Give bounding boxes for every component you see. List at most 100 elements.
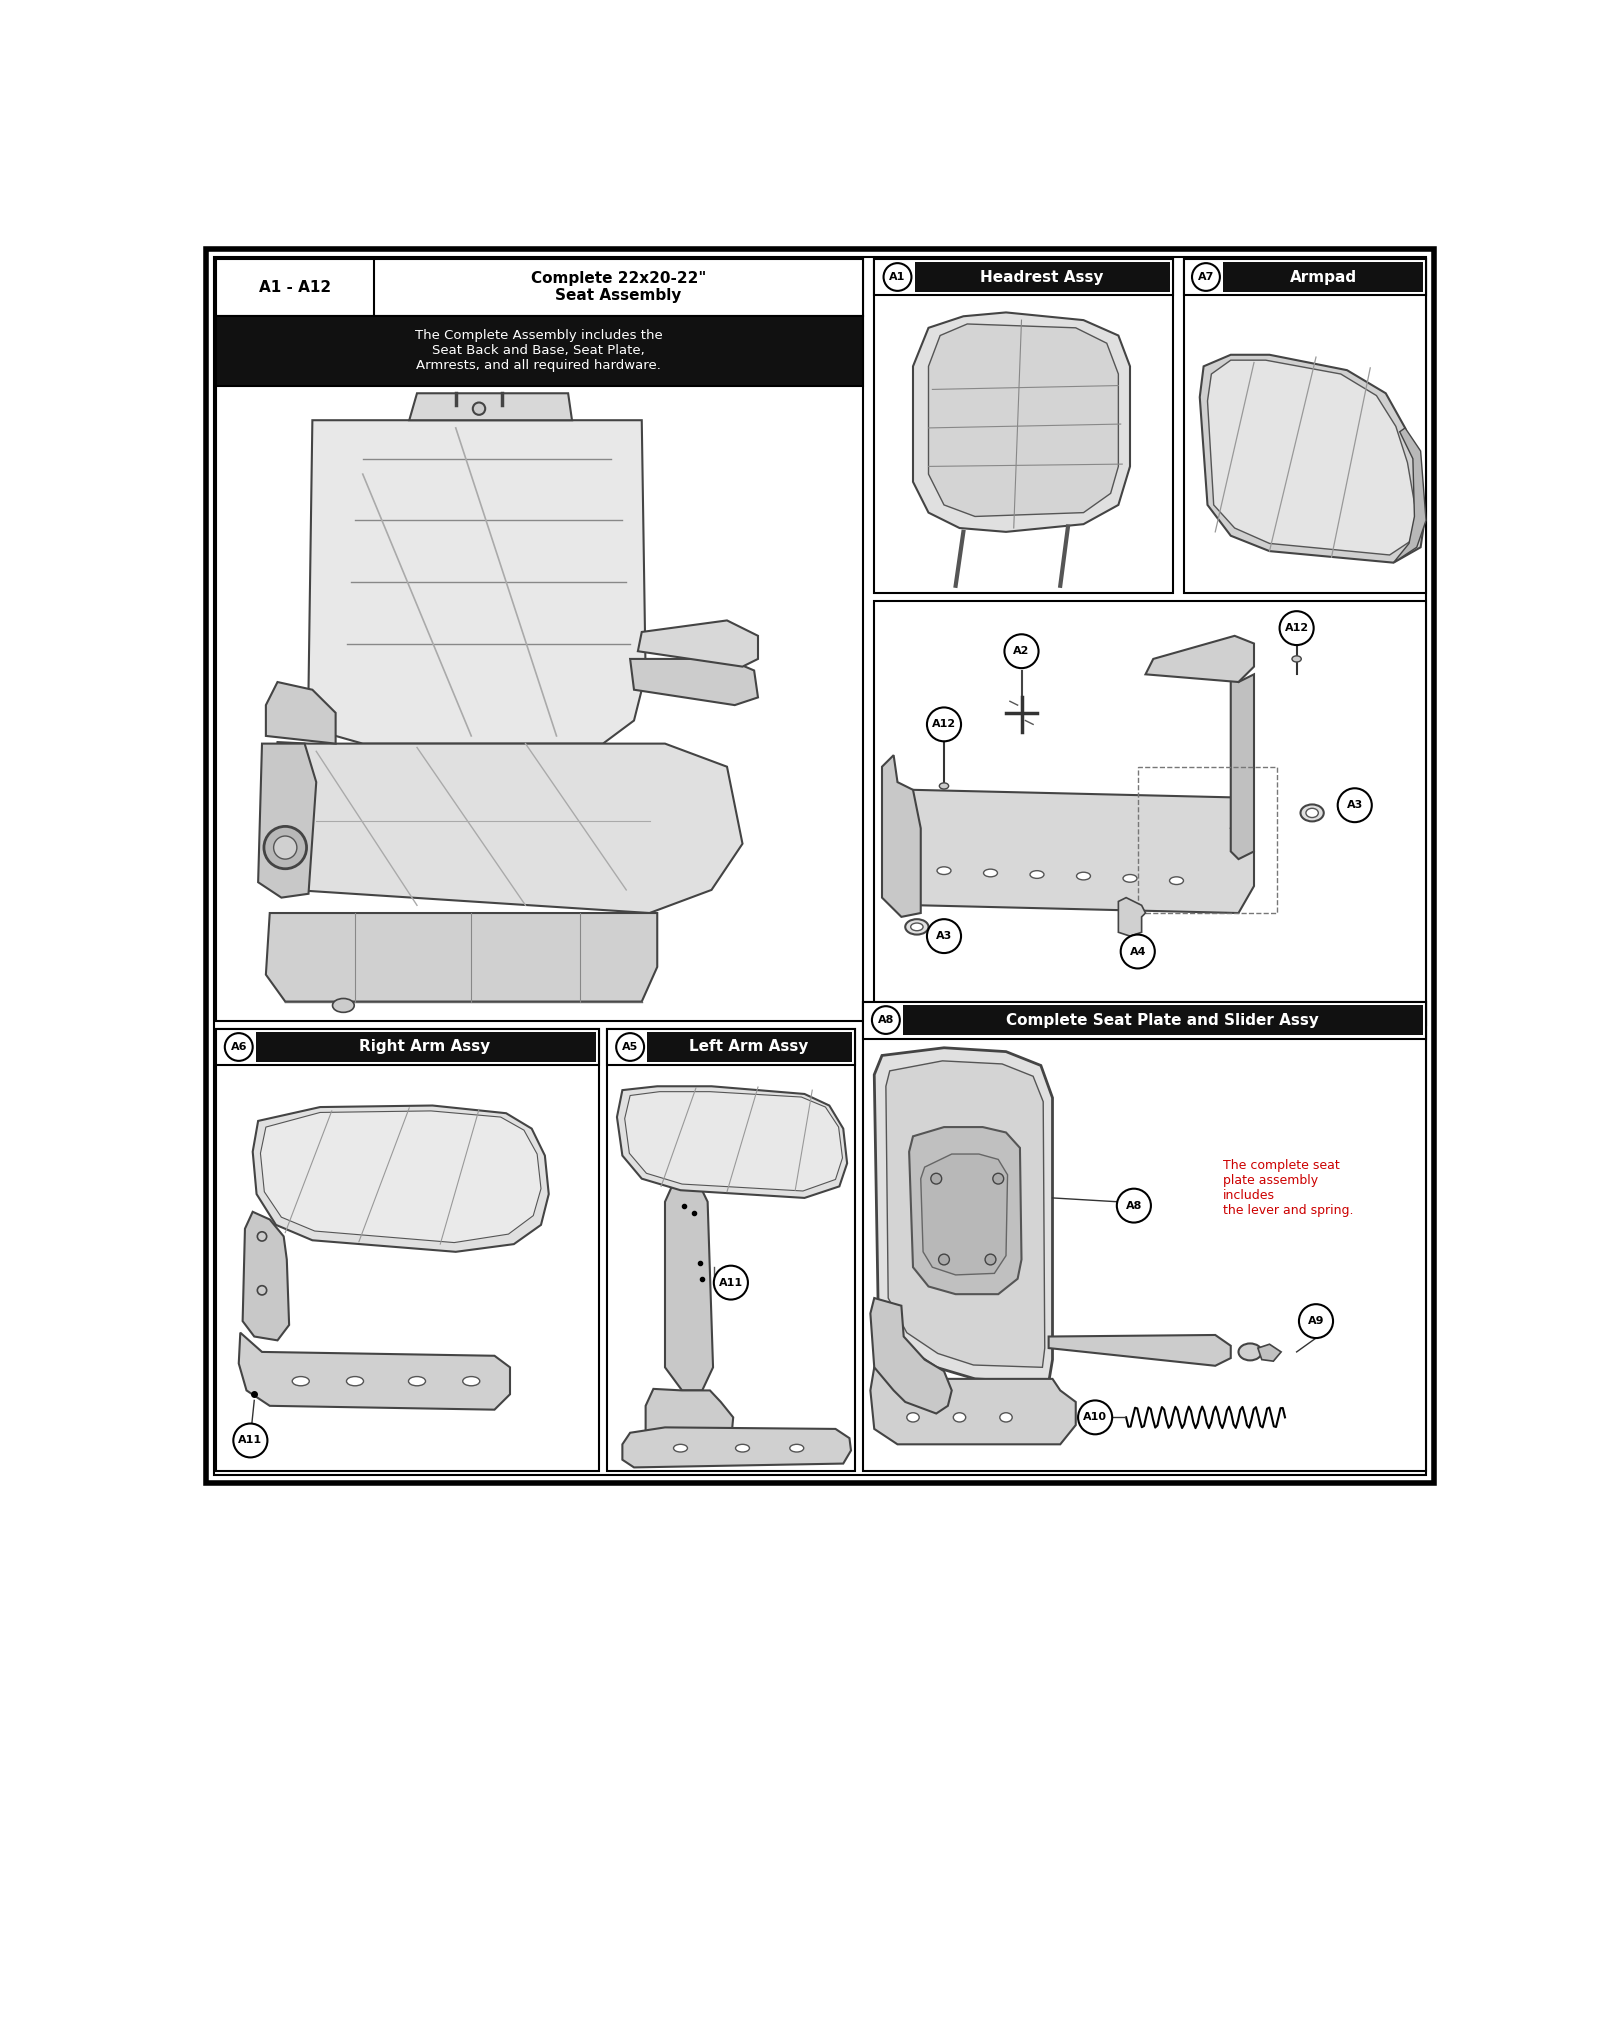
- Ellipse shape: [931, 1173, 942, 1183]
- Polygon shape: [258, 744, 317, 898]
- Ellipse shape: [1238, 1343, 1262, 1359]
- Polygon shape: [909, 1126, 1021, 1295]
- Circle shape: [872, 1007, 899, 1033]
- Text: A3: A3: [1347, 800, 1363, 810]
- Ellipse shape: [906, 920, 928, 934]
- Text: A6: A6: [230, 1041, 246, 1051]
- Bar: [216, 1029, 598, 1471]
- Bar: [874, 259, 1173, 594]
- Bar: [862, 1001, 1426, 1471]
- Circle shape: [1078, 1400, 1112, 1434]
- Ellipse shape: [462, 1376, 480, 1386]
- Polygon shape: [638, 620, 758, 667]
- Text: A9: A9: [1307, 1317, 1325, 1327]
- Polygon shape: [1394, 427, 1426, 563]
- Ellipse shape: [939, 1254, 949, 1264]
- Circle shape: [1280, 612, 1314, 644]
- Polygon shape: [253, 1106, 549, 1252]
- Polygon shape: [270, 742, 742, 914]
- Polygon shape: [646, 1390, 733, 1453]
- Bar: [606, 1029, 854, 1066]
- Polygon shape: [1048, 1335, 1230, 1366]
- Polygon shape: [1118, 898, 1146, 936]
- Circle shape: [714, 1266, 747, 1299]
- Circle shape: [1299, 1305, 1333, 1337]
- Text: Armpad: Armpad: [1290, 269, 1357, 284]
- Ellipse shape: [938, 867, 950, 875]
- Circle shape: [926, 707, 962, 742]
- Ellipse shape: [408, 1376, 426, 1386]
- Ellipse shape: [1291, 656, 1301, 663]
- Text: A1 - A12: A1 - A12: [259, 280, 331, 294]
- Text: Right Arm Assy: Right Arm Assy: [358, 1039, 490, 1054]
- Polygon shape: [928, 324, 1118, 517]
- Ellipse shape: [907, 1412, 918, 1422]
- Ellipse shape: [347, 1376, 363, 1386]
- Circle shape: [1120, 934, 1155, 968]
- Ellipse shape: [1306, 808, 1318, 819]
- Ellipse shape: [939, 782, 949, 788]
- Polygon shape: [266, 683, 336, 744]
- Ellipse shape: [994, 1173, 1003, 1183]
- Text: A4: A4: [1130, 946, 1146, 956]
- Polygon shape: [238, 1333, 510, 1410]
- Bar: [874, 259, 1173, 296]
- Bar: [216, 1029, 598, 1066]
- Polygon shape: [618, 1086, 846, 1197]
- Ellipse shape: [274, 837, 298, 859]
- Text: A3: A3: [936, 932, 952, 942]
- Polygon shape: [666, 1181, 714, 1390]
- Text: A11: A11: [718, 1278, 742, 1289]
- Ellipse shape: [1030, 871, 1043, 879]
- Polygon shape: [898, 790, 1254, 914]
- Text: Headrest Assy: Headrest Assy: [979, 269, 1104, 284]
- Circle shape: [234, 1424, 267, 1457]
- Ellipse shape: [333, 999, 354, 1013]
- Bar: [915, 261, 1170, 292]
- Circle shape: [616, 1033, 645, 1062]
- Ellipse shape: [293, 1376, 309, 1386]
- Bar: [216, 259, 862, 1021]
- Ellipse shape: [1301, 804, 1323, 821]
- Polygon shape: [309, 419, 646, 744]
- Polygon shape: [630, 658, 758, 705]
- Text: A2: A2: [1013, 646, 1030, 656]
- Polygon shape: [874, 1047, 1053, 1382]
- Polygon shape: [1200, 355, 1424, 563]
- Bar: [216, 259, 862, 316]
- Bar: [216, 316, 862, 385]
- Ellipse shape: [1123, 875, 1138, 881]
- Ellipse shape: [258, 1232, 267, 1242]
- Ellipse shape: [674, 1445, 688, 1453]
- Polygon shape: [870, 1299, 952, 1414]
- Text: The complete seat
plate assembly
includes
the lever and spring.: The complete seat plate assembly include…: [1222, 1159, 1354, 1218]
- Polygon shape: [410, 393, 573, 419]
- Ellipse shape: [736, 1445, 749, 1453]
- Text: Complete 22x20-22"
Seat Assembly: Complete 22x20-22" Seat Assembly: [531, 271, 706, 304]
- Text: A10: A10: [1083, 1412, 1107, 1422]
- Polygon shape: [266, 914, 658, 1001]
- Polygon shape: [1146, 636, 1254, 683]
- Polygon shape: [914, 312, 1130, 533]
- Polygon shape: [1258, 1343, 1282, 1361]
- Ellipse shape: [986, 1254, 995, 1264]
- Polygon shape: [622, 1428, 851, 1467]
- Polygon shape: [243, 1212, 290, 1341]
- Text: The Complete Assembly includes the
Seat Back and Base, Seat Plate,
Armrests, and: The Complete Assembly includes the Seat …: [414, 330, 662, 373]
- Polygon shape: [920, 1155, 1008, 1274]
- Bar: [1138, 766, 1277, 914]
- Circle shape: [1192, 263, 1219, 292]
- Ellipse shape: [984, 869, 997, 877]
- Text: A12: A12: [1285, 624, 1309, 632]
- Bar: [1184, 259, 1426, 594]
- Ellipse shape: [910, 924, 923, 930]
- Bar: [206, 249, 1434, 1483]
- Bar: [646, 1031, 851, 1062]
- Ellipse shape: [1000, 1412, 1013, 1422]
- Text: A7: A7: [1198, 271, 1214, 282]
- Polygon shape: [624, 1092, 843, 1191]
- Circle shape: [1338, 788, 1371, 823]
- Bar: [874, 602, 1426, 1025]
- Text: A12: A12: [931, 719, 957, 729]
- Bar: [1184, 259, 1426, 296]
